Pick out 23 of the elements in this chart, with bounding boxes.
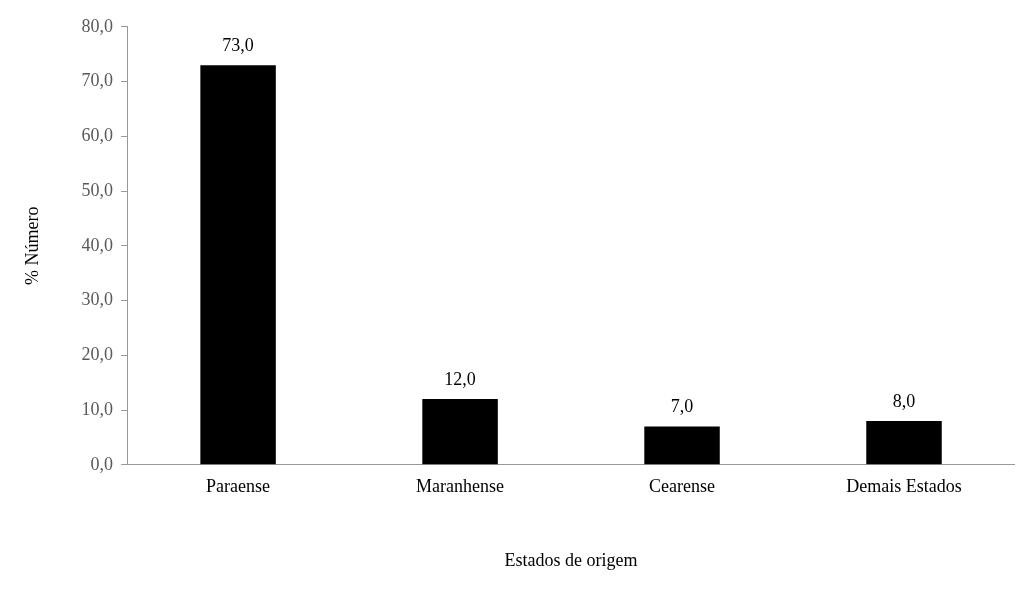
x-tick-label: Maranhense xyxy=(416,476,505,497)
y-tick-label: 70,0 xyxy=(81,70,114,91)
y-tick-label: 0,0 xyxy=(90,453,114,474)
y-axis-title: % Número xyxy=(21,206,42,286)
y-tick-label: 40,0 xyxy=(81,234,114,255)
x-tick-label: Paraense xyxy=(206,476,271,497)
y-tick-label: 20,0 xyxy=(81,344,114,365)
x-tick-label: Cearense xyxy=(649,476,716,497)
bar xyxy=(866,421,942,465)
data-label: 73,0 xyxy=(222,34,254,55)
y-tick-label: 30,0 xyxy=(81,289,114,310)
data-label: 7,0 xyxy=(670,396,694,417)
y-tick-label: 50,0 xyxy=(81,179,114,200)
bar xyxy=(422,399,498,465)
x-tick-label: Demais Estados xyxy=(846,476,962,497)
y-tick-label: 80,0 xyxy=(81,15,114,36)
bar xyxy=(200,65,276,465)
data-label: 12,0 xyxy=(444,368,476,389)
data-label: 8,0 xyxy=(892,390,916,411)
y-tick-label: 10,0 xyxy=(81,398,114,419)
y-tick-label: 60,0 xyxy=(81,125,114,146)
x-axis-title: Estados de origem xyxy=(504,549,638,570)
bar xyxy=(644,426,720,465)
